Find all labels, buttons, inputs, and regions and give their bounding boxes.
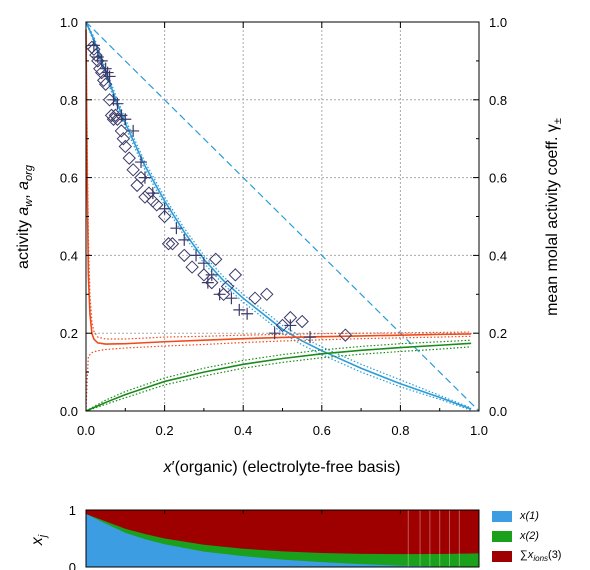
y-tick-label: 0.2: [60, 326, 78, 341]
diamond-marker: [157, 209, 172, 224]
series-line-0: [85, 21, 480, 412]
diamond-marker: [208, 252, 223, 266]
series-line-7: [85, 29, 472, 345]
composition-frame: [85, 509, 480, 568]
series-line-5: [85, 339, 472, 412]
diamond-marker: [126, 163, 140, 177]
plus-marker: [103, 70, 116, 83]
diamond-marker: [177, 248, 191, 263]
x-tick-label: 0.4: [234, 423, 252, 438]
y-tick-label: 1.0: [60, 15, 78, 30]
diamond-marker: [260, 287, 274, 302]
plus-marker: [241, 307, 254, 320]
plus-marker: [127, 124, 140, 137]
diamond-marker: [338, 328, 353, 342]
plus-marker: [138, 171, 151, 184]
composition-y-label: xj: [29, 534, 49, 546]
plus-marker: [304, 331, 317, 344]
series-line-4: [85, 342, 472, 412]
diamond-marker: [295, 314, 309, 329]
plus-marker: [135, 156, 148, 169]
y-tick-label: 0.4: [60, 248, 78, 263]
legend-label-x2: x(2): [520, 530, 539, 542]
diamond-marker: [197, 268, 211, 282]
plus-marker: [178, 233, 191, 246]
diamond-marker: [93, 61, 107, 76]
y-axis-left-label: activity aw, aorg: [15, 164, 35, 269]
y-tick-label-right: 0.2: [489, 326, 507, 341]
x-tick-label: 1.0: [470, 423, 488, 438]
y-tick-label-right: 1.0: [489, 15, 507, 30]
legend-swatch-x2: [492, 530, 512, 542]
data-markers: [85, 39, 353, 344]
diamond-marker: [165, 237, 180, 251]
plus-marker: [268, 327, 281, 340]
plus-marker: [284, 319, 297, 332]
plus-marker: [146, 187, 159, 200]
y-tick-label: 0.0: [60, 404, 78, 419]
diamond-marker: [104, 108, 119, 123]
plus-marker: [225, 292, 238, 305]
x-tick-label: 0.6: [313, 423, 331, 438]
diamond-marker: [87, 42, 101, 56]
legend-item-x2: x(2): [492, 526, 588, 546]
area-x1: [86, 513, 479, 567]
legend-label-x1: x(1): [520, 510, 539, 522]
y-tick-label-right: 0.6: [489, 171, 507, 186]
plus-marker: [158, 202, 171, 215]
diamond-marker: [114, 124, 129, 138]
y-tick-label: 0.6: [60, 171, 78, 186]
series-line-6: [85, 346, 472, 412]
x-tick-label: 0.0: [77, 423, 95, 438]
plus-marker: [197, 257, 210, 270]
y-tick-label: 0.8: [60, 93, 78, 108]
legend-label-ions: ∑xions(3): [520, 548, 562, 564]
composition-area: [86, 510, 479, 567]
diamond-marker: [122, 151, 136, 165]
diamond-marker: [228, 268, 243, 282]
plus-marker: [95, 54, 108, 67]
legend-swatch-ions: [492, 550, 512, 562]
plus-marker: [213, 288, 226, 301]
series-line-8: [85, 29, 472, 340]
composition-y-tick-label: 0: [69, 560, 76, 570]
diamond-marker: [108, 108, 123, 123]
plus-marker: [87, 39, 100, 52]
x-axis-label: x′(organic) (electrolyte-free basis): [163, 459, 401, 476]
diamond-marker: [118, 139, 133, 154]
plus-marker: [205, 268, 218, 281]
legend-item-x1: x(1): [492, 506, 588, 526]
diamond-marker: [220, 279, 235, 294]
composition-ticks: 01: [69, 503, 480, 570]
diamond-marker: [138, 190, 152, 204]
legend-swatch-x1: [492, 510, 512, 522]
y-tick-label-right: 0.8: [489, 93, 507, 108]
plus-marker: [119, 113, 132, 126]
legend-item-ions: ∑xions(3): [492, 546, 588, 566]
diamond-marker: [275, 318, 290, 333]
x-tick-label: 0.2: [156, 423, 174, 438]
diamond-marker: [161, 237, 176, 251]
plus-marker: [190, 249, 203, 262]
x-tick-label: 0.8: [391, 423, 409, 438]
y-axis-right-label: mean molal activity coeff. γ±: [544, 118, 564, 316]
plus-marker: [201, 276, 214, 289]
axis-ticks: 0.0 0.0 0.0 0.2 0.2 0.2 0.4 0.4 0.4 0.6 0.6 0.6 0.8 0…: [60, 15, 507, 438]
plus-marker: [111, 97, 124, 110]
diamond-marker: [248, 291, 262, 305]
diamond-marker: [106, 112, 121, 126]
main-activity-chart: 0.0 0.0 0.0 0.2 0.2 0.2 0.4 0.4 0.4 0.6 0.6 0.6 0.8 0…: [15, 15, 564, 476]
plus-marker: [233, 303, 246, 316]
y-tick-label-right: 0.0: [489, 404, 507, 419]
plus-marker: [170, 222, 183, 235]
diamond-marker: [185, 260, 199, 274]
series-line-9: [85, 335, 472, 412]
composition-legend: x(1) x(2) ∑xions(3): [492, 506, 588, 566]
diamond-marker: [150, 198, 164, 212]
y-tick-label-right: 0.4: [489, 248, 507, 263]
diamond-marker: [116, 131, 131, 146]
composition-y-tick-label: 1: [69, 503, 76, 518]
